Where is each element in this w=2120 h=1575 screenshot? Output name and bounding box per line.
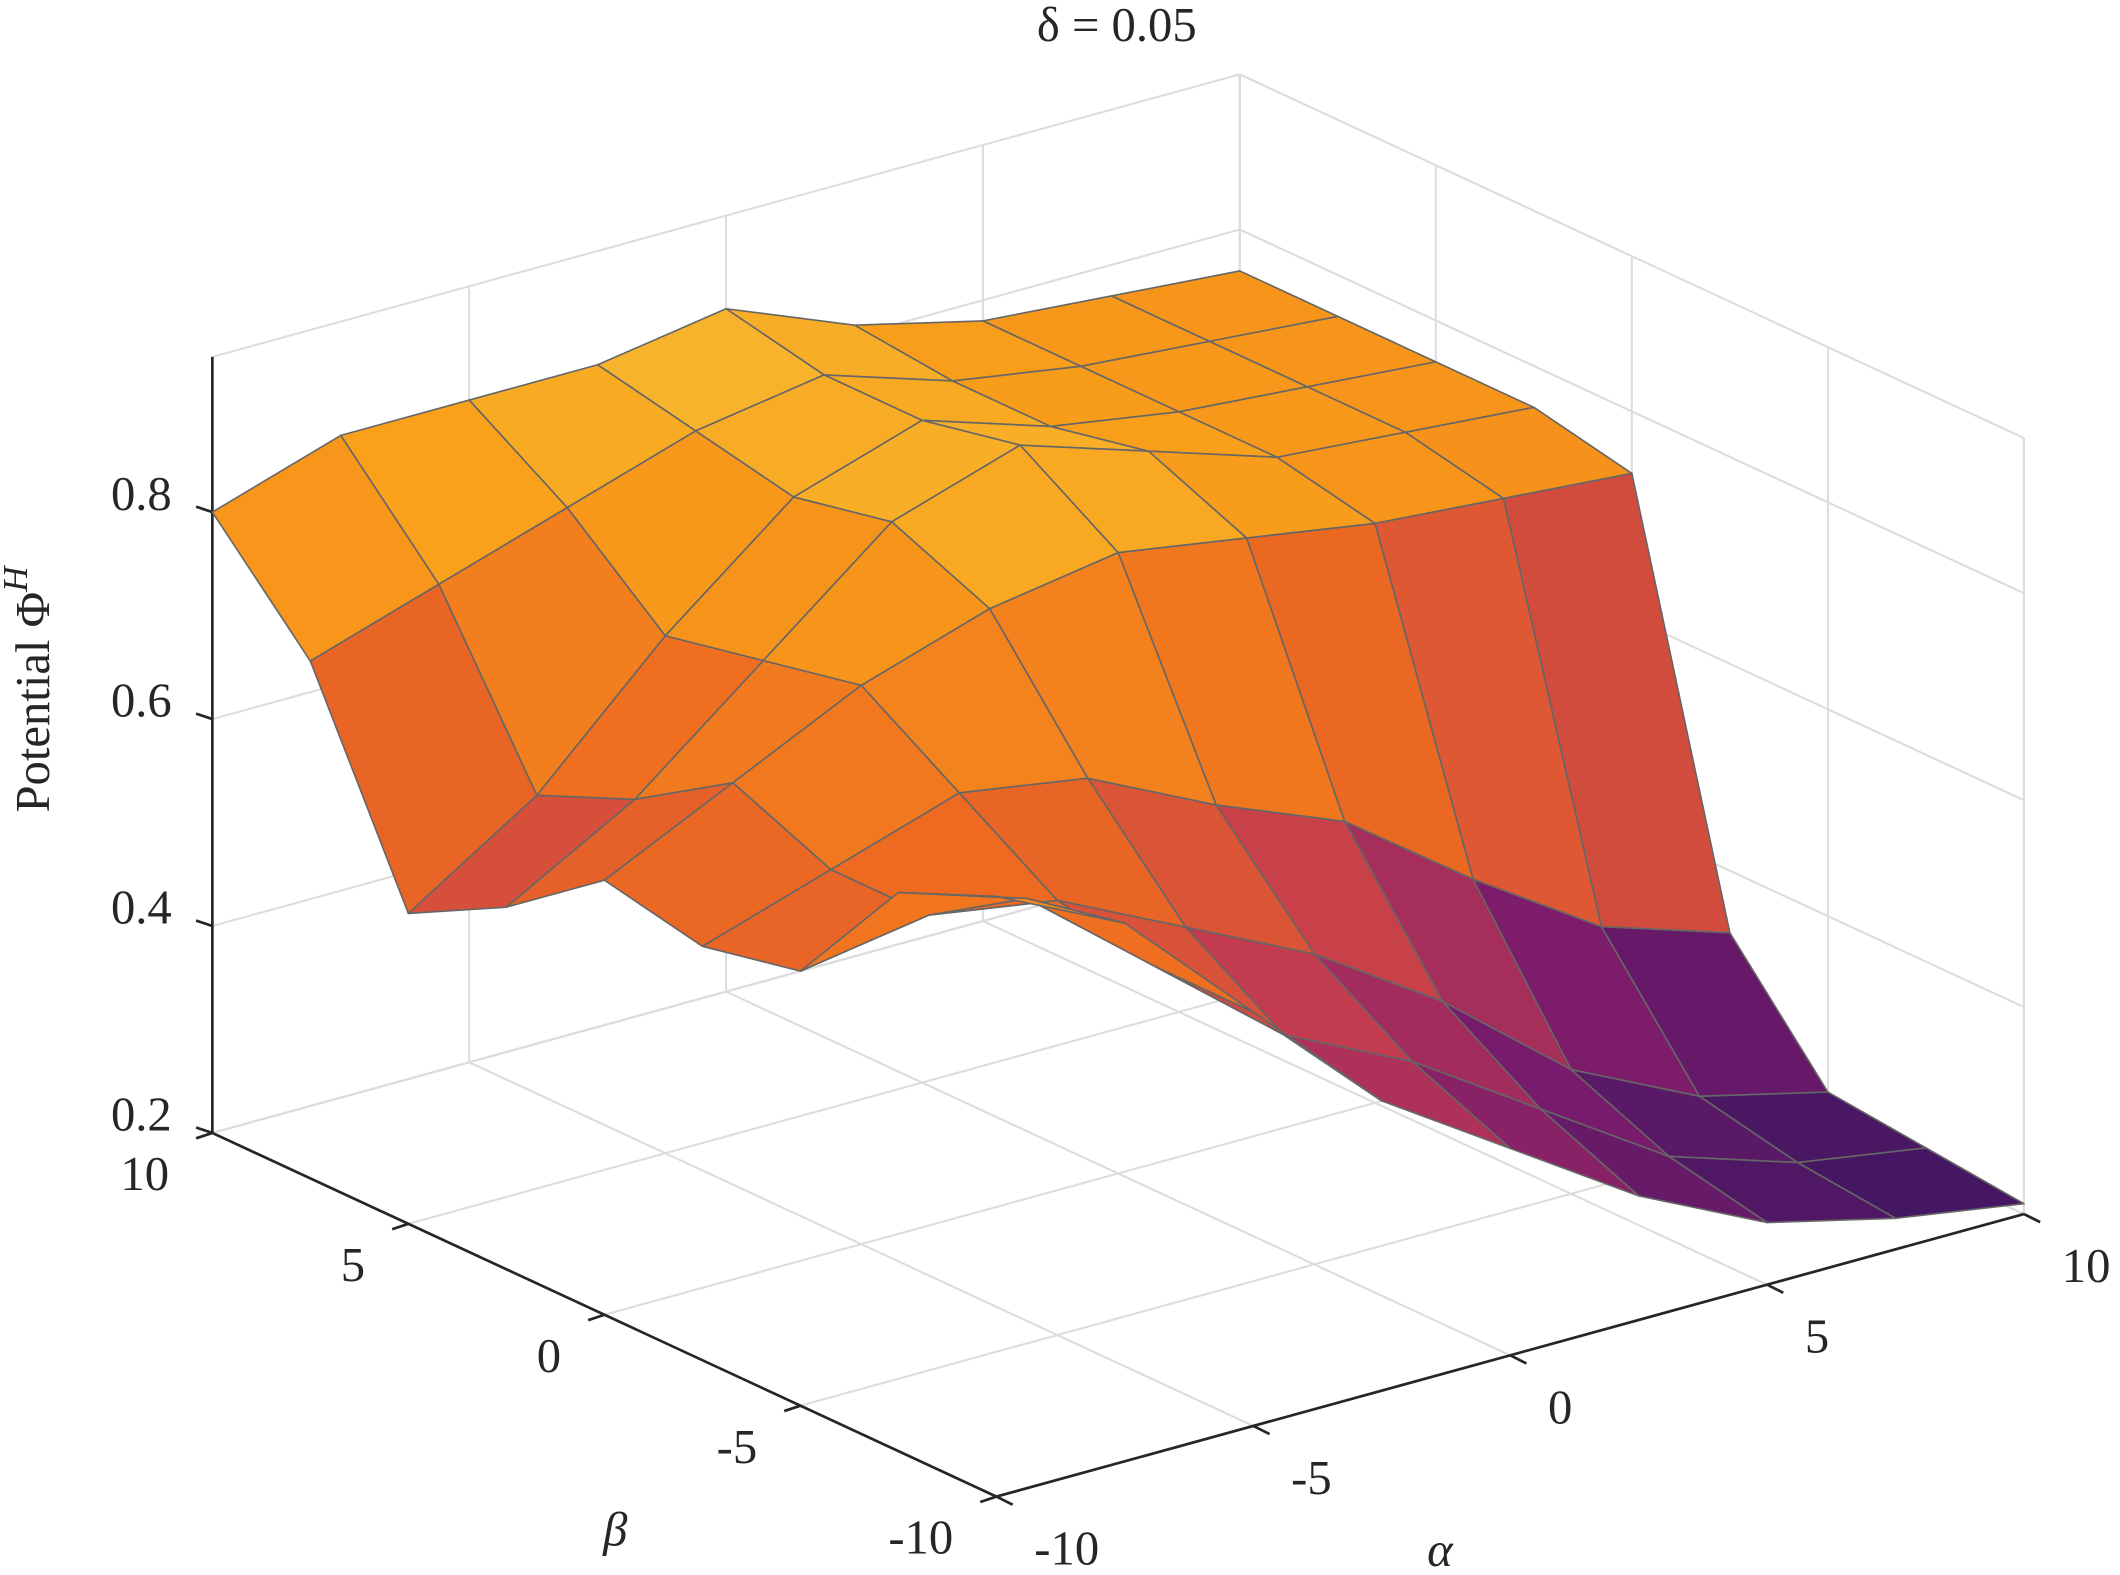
x-tick	[995, 1495, 1014, 1506]
z-tick-label: 0.2	[111, 1088, 172, 1142]
z-axis-label-sup: H	[0, 565, 35, 593]
z-tick-label: 0.8	[111, 467, 172, 521]
y-axis	[211, 1131, 998, 1498]
z-tick	[195, 712, 213, 721]
x-tick	[1252, 1424, 1271, 1436]
y-tick-label: -5	[717, 1420, 758, 1474]
y-axis-label: β	[602, 1503, 628, 1557]
y-tick	[783, 1404, 801, 1413]
x-tick-label: 10	[2062, 1239, 2111, 1293]
y-tick	[587, 1313, 605, 1322]
x-tick	[1766, 1283, 1784, 1294]
y-tick	[979, 1495, 997, 1504]
z-tick	[195, 1126, 213, 1135]
z-tick	[195, 505, 213, 514]
chart-title: δ = 0.05	[1037, 0, 1197, 52]
y-tick-label: 0	[537, 1329, 561, 1383]
z-axis-label: Potential ΦH	[0, 565, 60, 813]
x-tick-label: 0	[1548, 1380, 1572, 1434]
y-tick	[195, 1131, 213, 1140]
y-tick-label: -10	[888, 1511, 953, 1565]
y-tick-label: 5	[341, 1238, 365, 1292]
z-tick	[195, 919, 213, 928]
z-tick-label: 0.4	[111, 881, 172, 935]
x-tick-label: -5	[1291, 1451, 1332, 1505]
z-axis-label-main: Potential Φ	[6, 592, 60, 813]
y-tick-label: 10	[120, 1147, 169, 1201]
x-tick	[2023, 1212, 2041, 1224]
x-tick-label: -10	[1034, 1522, 1099, 1575]
x-axis-label: α	[1427, 1523, 1454, 1575]
surface-cell	[897, 891, 1126, 925]
y-tick	[391, 1222, 409, 1231]
x-tick	[1509, 1354, 1528, 1365]
x-tick-label: 5	[1805, 1310, 1829, 1364]
surface	[211, 270, 2025, 1224]
grid-line	[1239, 228, 2025, 595]
z-tick-label: 0.6	[111, 674, 172, 728]
